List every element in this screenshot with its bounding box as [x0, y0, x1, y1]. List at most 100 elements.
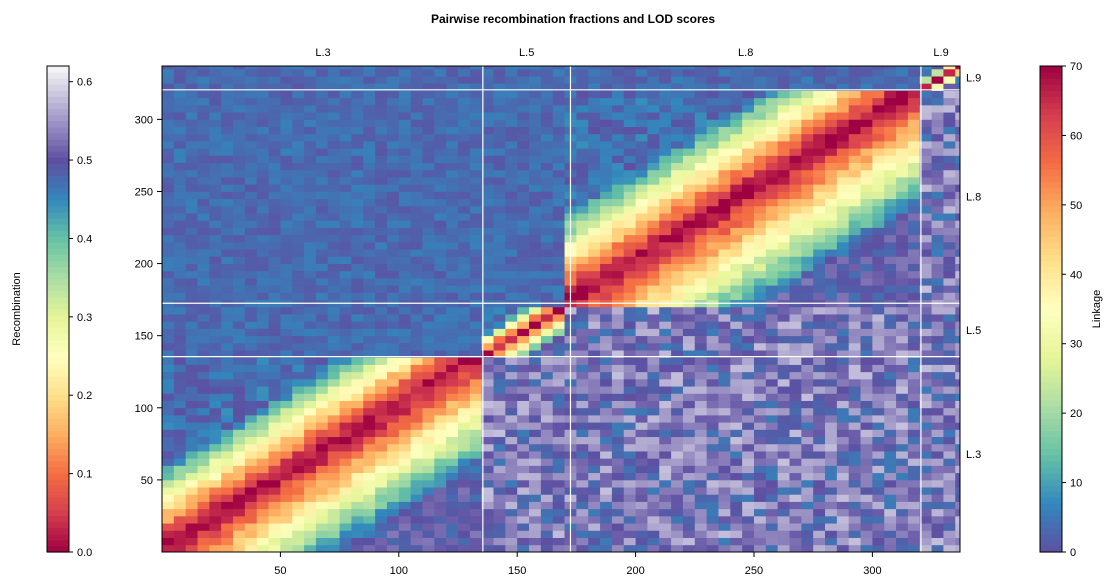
heatmap-cell: [801, 263, 814, 272]
heatmap-cell: [517, 530, 530, 538]
colorbar-stripe: [1040, 521, 1062, 529]
heatmap-cell: [671, 544, 684, 553]
heatmap-cell: [280, 76, 293, 84]
heatmap-cell: [339, 378, 352, 387]
heatmap-cell: [386, 328, 400, 337]
heatmap-cell: [185, 328, 198, 337]
heatmap-cell: [694, 119, 708, 127]
heatmap-cell: [659, 97, 672, 106]
heatmap-cell: [848, 213, 861, 221]
heatmap-cell: [765, 328, 779, 337]
heatmap-cell: [647, 465, 660, 474]
colorbar-stripe: [47, 460, 69, 468]
heatmap-cell: [505, 256, 518, 264]
heatmap-cell: [611, 544, 625, 553]
heatmap-cell: [777, 133, 790, 142]
heatmap-cell: [233, 364, 246, 373]
heatmap-cell: [848, 126, 861, 135]
heatmap-cell: [552, 227, 565, 236]
heatmap-cell: [706, 443, 719, 452]
heatmap-cell: [600, 184, 613, 192]
heatmap-cell: [718, 112, 731, 120]
heatmap-cell: [375, 256, 388, 264]
heatmap-cell: [552, 83, 565, 91]
heatmap-cell: [611, 314, 625, 322]
heatmap-cell: [410, 119, 423, 127]
heatmap-cell: [327, 227, 340, 236]
heatmap-cell: [256, 386, 269, 394]
heatmap-cell: [955, 191, 961, 200]
heatmap-cell: [327, 148, 340, 156]
heatmap-cell: [611, 378, 625, 387]
colorbar-stripe: [47, 527, 69, 535]
heatmap-cell: [896, 191, 909, 200]
heatmap-cell: [907, 350, 921, 358]
heatmap-cell: [280, 386, 293, 394]
heatmap-cell: [872, 357, 885, 365]
heatmap-cell: [552, 263, 565, 272]
heatmap-cell: [907, 66, 921, 70]
heatmap-cell: [517, 126, 530, 135]
heatmap-cell: [588, 479, 601, 488]
colorbar-stripe: [47, 448, 69, 456]
heatmap-cell: [647, 66, 660, 70]
heatmap-cell: [919, 443, 932, 452]
heatmap-cell: [955, 501, 961, 510]
heatmap-cell: [777, 328, 790, 337]
heatmap-cell: [280, 544, 293, 553]
group-label-top: L.8: [738, 47, 753, 59]
heatmap-cell: [280, 364, 293, 373]
heatmap-cell: [327, 270, 340, 279]
heatmap-cell: [860, 133, 873, 142]
heatmap-cell: [304, 169, 317, 178]
heatmap-cell: [162, 407, 175, 416]
heatmap-cell: [896, 306, 909, 315]
heatmap-cell: [718, 306, 731, 315]
heatmap-cell: [209, 544, 222, 553]
heatmap-cell: [505, 364, 518, 373]
heatmap-cell: [304, 184, 317, 192]
heatmap-cell: [256, 314, 269, 322]
heatmap-cell: [825, 249, 838, 257]
heatmap-cell: [185, 393, 198, 401]
heatmap-cell: [434, 357, 447, 365]
heatmap-cell: [552, 177, 565, 185]
heatmap-cell: [517, 451, 530, 459]
heatmap-cell: [434, 487, 447, 495]
heatmap-cell: [481, 501, 494, 510]
heatmap-cell: [256, 350, 269, 358]
heatmap-cell: [789, 335, 802, 344]
heatmap-cell: [363, 112, 376, 120]
heatmap-cell: [363, 119, 376, 127]
heatmap-cell: [742, 169, 755, 178]
heatmap-cell: [706, 285, 719, 293]
heatmap-cell: [233, 198, 246, 207]
heatmap-cell: [884, 155, 897, 164]
heatmap-cell: [221, 357, 234, 365]
heatmap-cell: [162, 191, 175, 200]
heatmap-cell: [292, 515, 305, 524]
heatmap-cell: [315, 443, 329, 452]
heatmap-cell: [256, 292, 269, 301]
heatmap-cell: [600, 126, 613, 135]
heatmap-cell: [233, 83, 246, 91]
heatmap-cell: [611, 76, 625, 84]
heatmap-cell: [919, 249, 932, 257]
heatmap-cell: [789, 443, 802, 452]
heatmap-cell: [327, 191, 340, 200]
heatmap-cell: [753, 285, 767, 293]
heatmap-cell: [588, 465, 601, 474]
heatmap-cell: [529, 191, 542, 200]
heatmap-cell: [694, 140, 708, 149]
heatmap-cell: [907, 263, 921, 272]
heatmap-cell: [872, 198, 885, 207]
heatmap-cell: [446, 227, 459, 236]
heatmap-cell: [682, 472, 696, 481]
heatmap-cell: [375, 328, 388, 337]
heatmap-cell: [457, 400, 471, 409]
heatmap-cell: [730, 508, 743, 517]
heatmap-cell: [825, 472, 838, 481]
heatmap-cell: [789, 451, 802, 459]
heatmap-cell: [659, 198, 672, 207]
heatmap-cell: [256, 169, 269, 178]
